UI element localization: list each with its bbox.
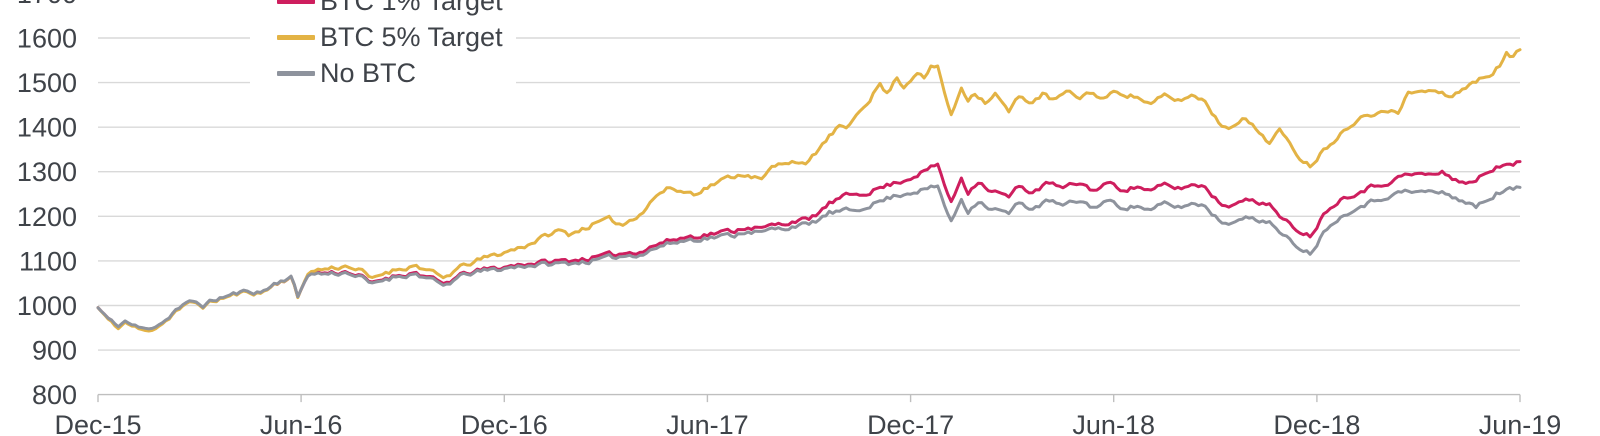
legend: BTC 1% Target BTC 5% Target No BTC: [250, 0, 516, 91]
y-axis-label: 1400: [17, 113, 77, 143]
legend-label: BTC 5% Target: [320, 21, 503, 52]
y-axis-label: 1100: [19, 246, 77, 276]
legend-item-btc-1pct: BTC 1% Target: [250, 0, 516, 19]
y-axis-label: 1300: [17, 157, 77, 187]
x-axis-label: Jun-17: [666, 410, 749, 436]
series-line-no-btc: [96, 184, 1522, 331]
x-axis-label: Dec-15: [54, 410, 141, 436]
x-axis-label: Dec-17: [867, 410, 954, 436]
legend-item-btc-5pct: BTC 5% Target: [250, 19, 516, 55]
y-axis-label: 1000: [17, 291, 77, 321]
x-axis-label: Jun-18: [1072, 410, 1155, 436]
legend-label: BTC 1% Target: [320, 0, 503, 16]
x-axis-label: Jun-19: [1479, 410, 1562, 436]
x-axis-label: Dec-16: [461, 410, 548, 436]
series-line-btc-1-target: [96, 160, 1522, 331]
y-axis-label: 1200: [17, 202, 77, 232]
y-axis-label: 1600: [17, 24, 77, 54]
legend-swatch-btc-1pct-line: [277, 0, 315, 4]
legend-label: No BTC: [320, 57, 417, 88]
series-line-btc-5-target: [96, 48, 1522, 333]
legend-swatch-no-btc-line: [277, 70, 315, 76]
x-axis-label: Dec-18: [1273, 410, 1360, 436]
legend-item-no-btc: No BTC: [250, 55, 516, 91]
y-axis-label: 1500: [17, 68, 77, 98]
x-axis-label: Jun-16: [260, 410, 343, 436]
legend-swatch-btc-5pct-line: [277, 34, 315, 40]
y-axis-label: 1700: [17, 0, 77, 9]
y-axis-label: 800: [32, 380, 77, 410]
y-axis-label: 900: [32, 336, 77, 366]
